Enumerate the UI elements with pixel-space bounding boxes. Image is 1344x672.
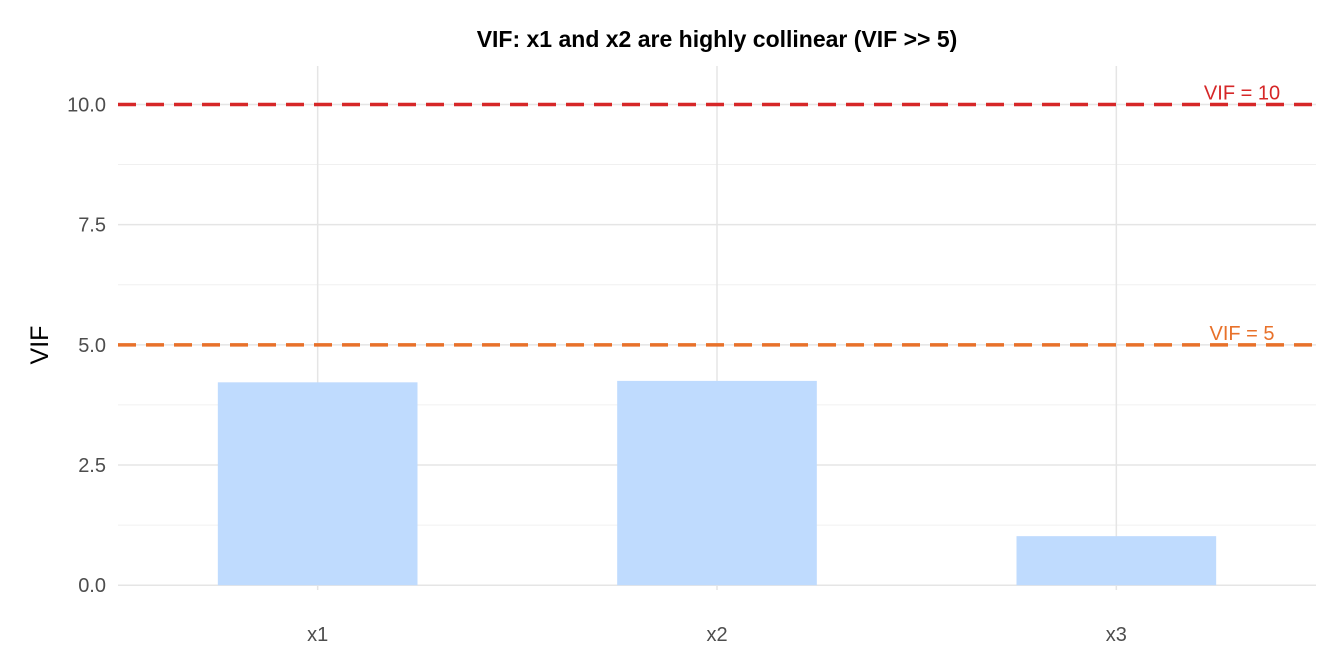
y-tick-label: 5.0: [78, 335, 106, 357]
y-tick-label: 2.5: [78, 455, 106, 477]
reference-label-10: VIF = 10: [1204, 82, 1280, 104]
chart-title: VIF: x1 and x2 are highly collinear (VIF…: [477, 26, 958, 52]
x-tick-label: x2: [706, 624, 727, 646]
y-tick-label: 7.5: [78, 215, 106, 237]
reference-lines: VIF = 10 VIF = 5: [118, 82, 1316, 347]
y-tick-label: 0.0: [78, 575, 106, 597]
bars: [217, 380, 1217, 586]
y-tick-label: 10.0: [67, 94, 106, 116]
y-axis-label: VIF: [26, 326, 54, 365]
x-tick-label: x3: [1106, 624, 1127, 646]
bar-x1: [217, 382, 418, 586]
bar-x2: [617, 380, 817, 586]
bar-x3: [1016, 536, 1217, 586]
reference-label-5: VIF = 5: [1209, 323, 1274, 345]
x-tick-label: x1: [307, 624, 328, 646]
x-tick-labels: x1 x2 x3: [307, 624, 1127, 646]
y-tick-labels: 0.0 2.5 5.0 7.5 10.0: [67, 94, 106, 597]
